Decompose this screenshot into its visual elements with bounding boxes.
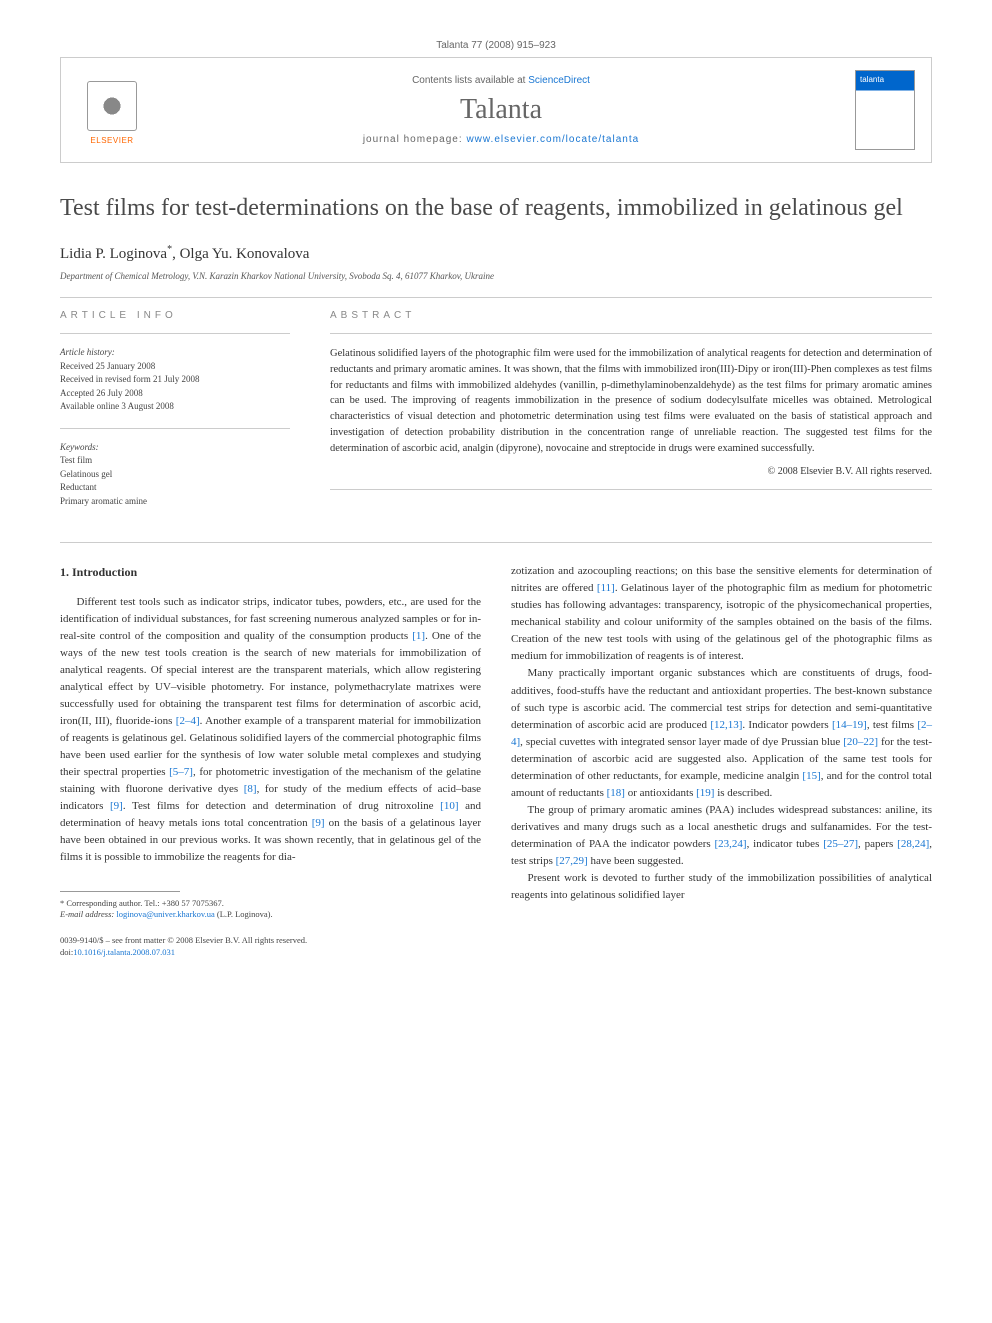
journal-header: ELSEVIER Contents lists available at Sci… xyxy=(60,57,932,163)
abstract-copyright: © 2008 Elsevier B.V. All rights reserved… xyxy=(330,466,932,477)
article-title: Test films for test-determinations on th… xyxy=(60,193,932,224)
article-info-heading: ARTICLE INFO xyxy=(60,310,290,321)
header-center: Contents lists available at ScienceDirec… xyxy=(163,75,839,145)
revised-date: Received in revised form 21 July 2008 xyxy=(60,373,290,387)
corr-phone: +380 57 7075367. xyxy=(162,898,224,908)
author-1: Lidia P. Loginova xyxy=(60,246,167,262)
paragraph-5: Present work is devoted to further study… xyxy=(511,870,932,904)
abstract-heading: ABSTRACT xyxy=(330,310,932,321)
homepage-line: journal homepage: www.elsevier.com/locat… xyxy=(163,134,839,145)
ref-10[interactable]: [10] xyxy=(440,800,458,812)
paragraph-4: The group of primary aromatic amines (PA… xyxy=(511,802,932,870)
paragraph-2: zotization and azocoupling reactions; on… xyxy=(511,563,932,665)
section-1-heading: 1. Introduction xyxy=(60,563,481,582)
email-link[interactable]: loginova@univer.kharkov.ua xyxy=(116,909,214,919)
authors: Lidia P. Loginova*, Olga Yu. Konovalova xyxy=(60,244,932,263)
corresponding-author-footnote: * Corresponding author. Tel.: +380 57 70… xyxy=(60,898,481,922)
sciencedirect-link[interactable]: ScienceDirect xyxy=(528,75,590,86)
doi-link[interactable]: 10.1016/j.talanta.2008.07.031 xyxy=(73,947,175,957)
issn-line: 0039-9140/$ – see front matter © 2008 El… xyxy=(60,935,307,945)
keywords-block: Keywords: Test film Gelatinous gel Reduc… xyxy=(60,441,290,509)
publisher-name: ELSEVIER xyxy=(90,136,133,145)
keyword-2: Gelatinous gel xyxy=(60,468,290,482)
keyword-3: Reductant xyxy=(60,481,290,495)
p4c: , papers xyxy=(858,838,897,850)
article-history: Article history: Received 25 January 200… xyxy=(60,346,290,414)
journal-name: Talanta xyxy=(163,94,839,126)
received-date: Received 25 January 2008 xyxy=(60,360,290,374)
contents-available-line: Contents lists available at ScienceDirec… xyxy=(163,75,839,86)
ref-18[interactable]: [18] xyxy=(607,787,625,799)
right-column: zotization and azocoupling reactions; on… xyxy=(511,563,932,959)
keyword-1: Test film xyxy=(60,454,290,468)
ref-1[interactable]: [1] xyxy=(412,630,425,642)
ref-28-24[interactable]: [28,24] xyxy=(897,838,929,850)
running-head: Talanta 77 (2008) 915–923 xyxy=(60,40,932,51)
body-columns: 1. Introduction Different test tools suc… xyxy=(60,563,932,959)
p3b: . Indicator powders xyxy=(742,719,832,731)
cover-label: talanta xyxy=(860,75,884,84)
p2b: . Gelatinous layer of the photographic f… xyxy=(511,582,932,662)
p1f: . Test films for detection and determina… xyxy=(123,800,440,812)
doi-label: doi: xyxy=(60,947,73,957)
divider xyxy=(60,297,932,298)
author-separator: , xyxy=(172,246,180,262)
ref-5-7[interactable]: [5–7] xyxy=(169,766,193,778)
p3c: , test films xyxy=(867,719,918,731)
author-2: Olga Yu. Konovalova xyxy=(180,246,310,262)
p3d: , special cuvettes with integrated senso… xyxy=(520,736,843,748)
divider xyxy=(330,333,932,334)
journal-cover-thumbnail: talanta xyxy=(855,70,915,150)
history-label: Article history: xyxy=(60,346,290,360)
p3g: or antioxidants xyxy=(625,787,696,799)
email-label: E-mail address: xyxy=(60,909,116,919)
ref-12-13[interactable]: [12,13] xyxy=(710,719,742,731)
abstract-text: Gelatinous solidified layers of the phot… xyxy=(330,346,932,456)
elsevier-logo: ELSEVIER xyxy=(77,70,147,150)
contents-prefix: Contents lists available at xyxy=(412,75,528,86)
ref-9[interactable]: [9] xyxy=(110,800,123,812)
ref-15[interactable]: [15] xyxy=(802,770,820,782)
abstract-column: ABSTRACT Gelatinous solidified layers of… xyxy=(330,310,932,522)
ref-9b[interactable]: [9] xyxy=(312,817,325,829)
divider xyxy=(60,542,932,543)
online-date: Available online 3 August 2008 xyxy=(60,400,290,414)
homepage-prefix: journal homepage: xyxy=(363,134,467,145)
ref-20-22[interactable]: [20–22] xyxy=(843,736,878,748)
article-info-column: ARTICLE INFO Article history: Received 2… xyxy=(60,310,290,522)
ref-27-29[interactable]: [27,29] xyxy=(556,855,588,867)
accepted-date: Accepted 26 July 2008 xyxy=(60,387,290,401)
left-column: 1. Introduction Different test tools suc… xyxy=(60,563,481,959)
ref-23-24[interactable]: [23,24] xyxy=(715,838,747,850)
corr-label: * Corresponding author. Tel.: xyxy=(60,898,162,908)
p4b: , indicator tubes xyxy=(747,838,824,850)
divider xyxy=(60,428,290,429)
email-suffix: (L.P. Loginova). xyxy=(215,909,273,919)
affiliation: Department of Chemical Metrology, V.N. K… xyxy=(60,271,932,281)
divider xyxy=(330,489,932,490)
ref-8[interactable]: [8] xyxy=(244,783,257,795)
homepage-link[interactable]: www.elsevier.com/locate/talanta xyxy=(466,134,639,145)
p3h: is described. xyxy=(714,787,772,799)
elsevier-tree-icon xyxy=(82,76,142,136)
footnote-separator xyxy=(60,891,180,892)
divider xyxy=(60,333,290,334)
keyword-4: Primary aromatic amine xyxy=(60,495,290,509)
paragraph-3: Many practically important organic subst… xyxy=(511,665,932,801)
paragraph-1: Different test tools such as indicator s… xyxy=(60,594,481,867)
keywords-label: Keywords: xyxy=(60,441,290,455)
footer-copyright: 0039-9140/$ – see front matter © 2008 El… xyxy=(60,935,481,959)
p1b: . One of the ways of the new test tools … xyxy=(60,630,481,727)
p4e: have been suggested. xyxy=(588,855,684,867)
ref-2-4[interactable]: [2–4] xyxy=(176,715,200,727)
info-abstract-row: ARTICLE INFO Article history: Received 2… xyxy=(60,310,932,522)
ref-25-27[interactable]: [25–27] xyxy=(823,838,858,850)
ref-14-19[interactable]: [14–19] xyxy=(832,719,867,731)
ref-11[interactable]: [11] xyxy=(597,582,615,594)
ref-19[interactable]: [19] xyxy=(696,787,714,799)
